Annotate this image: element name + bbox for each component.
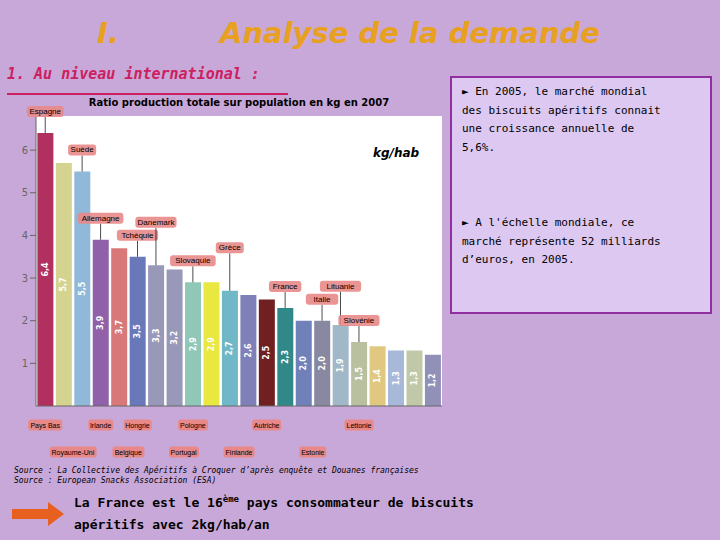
svg-text:1,9: 1,9 (336, 358, 345, 373)
svg-text:6,4: 6,4 (41, 262, 50, 277)
svg-text:Grèce: Grèce (219, 243, 241, 252)
html-text:Belgique: Belgique (114, 448, 142, 456)
svg-text:5,7: 5,7 (59, 277, 68, 291)
svg-text:kg/hab: kg/hab (373, 146, 420, 160)
svg-text:3: 3 (22, 273, 28, 284)
svg-text:5: 5 (22, 187, 28, 198)
svg-text:5,5: 5,5 (78, 281, 87, 296)
svg-text:6: 6 (22, 145, 28, 156)
html-text:Pologne: Pologne (180, 421, 206, 429)
svg-text:2,7: 2,7 (225, 341, 234, 355)
html-text:Finlande: Finlande (225, 448, 253, 456)
svg-text:Lituanie: Lituanie (326, 282, 355, 291)
html-text:Estonie: Estonie (301, 448, 325, 456)
svg-text:2,6: 2,6 (244, 343, 253, 358)
html-text:I.: I. (97, 16, 119, 50)
svg-text:2: 2 (22, 315, 28, 326)
svg-text:Italie: Italie (314, 295, 331, 304)
html-text:Hongrie: Hongrie (125, 421, 150, 429)
html-text:Autriche: Autriche (253, 421, 280, 429)
svg-text:3,2: 3,2 (170, 331, 179, 345)
svg-text:3,7: 3,7 (115, 320, 124, 334)
svg-text:1,2: 1,2 (428, 373, 437, 387)
html-text:1. Au niveau international :: 1. Au niveau international : (7, 65, 260, 83)
svg-text:Slovaquie: Slovaquie (175, 256, 211, 265)
svg-text:2,0: 2,0 (318, 356, 327, 371)
svg-text:3,3: 3,3 (152, 329, 161, 343)
html-text:La France est le 16èmepays con: La France est le 16èmepays consommateur … (74, 493, 474, 510)
html-text:Irlande: Irlande (89, 421, 112, 429)
svg-text:Espagne: Espagne (29, 107, 61, 116)
html-text:Source : La Collective des Apé: Source : La Collective des Apéritifs à C… (14, 466, 419, 485)
svg-text:1,3: 1,3 (410, 371, 419, 385)
svg-text:3,9: 3,9 (96, 315, 105, 330)
html-text:apéritifs avec 2kg/hab/an: apéritifs avec 2kg/hab/an (74, 517, 270, 532)
html-text:Ratio production totale sur po: Ratio production totale sur population e… (88, 97, 390, 108)
svg-text:2,3: 2,3 (281, 350, 290, 364)
svg-text:1,5: 1,5 (355, 366, 364, 381)
html-text:Lettonie: Lettonie (346, 421, 372, 429)
html-text:Royaume-Uni: Royaume-Uni (51, 448, 95, 456)
html-text:► En 2005, le marché mondial d: ► En 2005, le marché mondial des biscuit… (462, 85, 661, 155)
svg-text:France: France (273, 282, 298, 291)
svg-text:Allemagne: Allemagne (82, 214, 120, 223)
html-text:Pays Bas: Pays Bas (30, 421, 60, 429)
svg-text:2,0: 2,0 (299, 356, 308, 371)
svg-text:Tchéquie: Tchéquie (121, 231, 154, 240)
svg-text:2,9: 2,9 (207, 337, 216, 352)
svg-text:Slovénie: Slovénie (344, 316, 375, 325)
svg-text:1,3: 1,3 (392, 371, 401, 385)
html-text:Portugal: Portugal (170, 448, 197, 456)
svg-text:3,5: 3,5 (133, 324, 142, 339)
html-text:► A l'échelle mondiale, ce mar: ► A l'échelle mondiale, ce marché représ… (462, 216, 661, 267)
svg-text:1: 1 (22, 358, 28, 369)
html-text:Analyse de la demande: Analyse de la demande (220, 16, 600, 50)
svg-text:4: 4 (22, 230, 28, 241)
svg-text:Danemark: Danemark (138, 218, 176, 227)
svg-text:1,4: 1,4 (373, 369, 382, 384)
svg-text:Suède: Suède (71, 145, 95, 154)
svg-text:2,5: 2,5 (262, 345, 271, 360)
svg-text:2,9: 2,9 (189, 337, 198, 352)
